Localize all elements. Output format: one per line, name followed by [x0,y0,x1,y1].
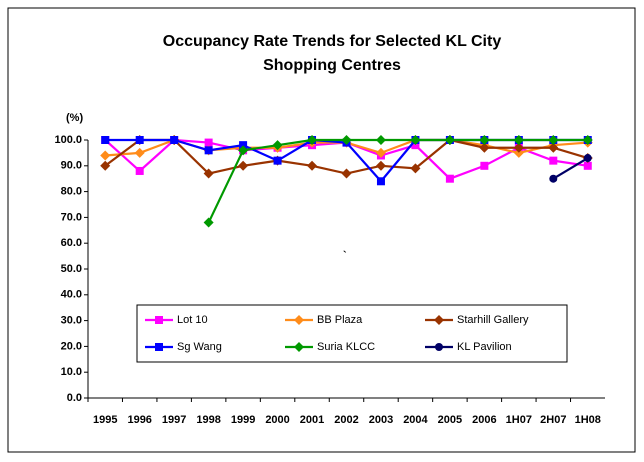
x-tick-label: 2006 [472,414,496,426]
x-tick-label: 1997 [162,414,186,426]
marker [170,136,179,144]
marker [204,146,213,155]
marker [513,147,524,158]
marker [238,160,249,171]
marker [479,135,490,145]
y-tick-label: 90.0 [61,160,82,172]
marker [100,150,111,161]
x-tick-label: 2002 [334,414,358,426]
marker [445,174,454,183]
marker [548,142,559,153]
legend-label: Starhill Gallery [457,314,529,326]
legend-label: Sg Wang [177,341,222,353]
marker [135,136,144,144]
marker [434,315,444,325]
x-tick-label: 1996 [127,414,151,426]
marker [272,140,283,151]
y-tick-label: 0.0 [67,392,82,404]
marker [155,316,163,324]
marker [513,142,524,153]
legend-label: BB Plaza [317,314,363,326]
y-tick-label: 20.0 [61,340,82,352]
marker [307,135,318,145]
marker [375,147,386,158]
x-tick-label: 2000 [265,414,289,426]
x-tick-label: 2005 [438,414,462,426]
marker [341,135,352,145]
marker [583,154,592,163]
marker [480,161,489,170]
marker [583,161,592,170]
y-tick-label: 70.0 [61,211,82,223]
x-tick-label: 2003 [369,414,393,426]
y-tick-label: 30.0 [61,315,82,327]
marker [307,160,318,171]
marker [239,141,248,150]
marker [203,168,214,179]
chart-frame [7,7,636,453]
marker [411,141,420,150]
marker [375,160,386,171]
y-tick-label: 40.0 [61,289,82,301]
x-tick-label: 2H07 [540,414,566,426]
chart-title: Occupancy Rate Trends for Selected KL Ci… [162,33,502,74]
marker [548,135,559,145]
marker [410,135,421,145]
marker [294,342,304,352]
x-tick-label: 2004 [403,414,428,426]
legend-label: Suria KLCC [317,341,375,353]
y-axis-label: (%) [66,112,83,124]
marker [479,142,490,153]
series-line [552,157,589,180]
marker [549,156,558,165]
y-tick-label: 50.0 [61,263,82,275]
x-tick-label: 1H07 [506,414,532,426]
y-tick-label: 60.0 [61,237,82,249]
y-tick-label: 80.0 [61,186,82,198]
series-line [207,138,588,224]
marker [204,138,213,147]
legend-label: Lot 10 [177,314,208,326]
marker [238,145,249,156]
marker [513,135,524,145]
marker [341,168,352,179]
marker [101,136,110,144]
x-tick-label: 1H08 [575,414,601,426]
x-tick-label: 1995 [93,414,117,426]
annotation: ` [343,250,347,262]
x-tick-label: 1999 [231,414,255,426]
x-tick-label: 2001 [300,414,324,426]
marker [273,156,282,165]
legend-label: KL Pavilion [457,341,512,353]
marker [435,343,443,351]
marker [135,166,144,175]
y-tick-label: 100.0 [54,134,82,146]
marker [100,160,111,171]
marker [203,217,214,228]
marker [376,177,385,186]
legend-box [136,304,568,363]
y-tick-label: 10.0 [61,366,82,378]
marker [582,135,593,145]
marker [134,147,145,158]
marker [155,343,163,351]
marker [294,315,304,325]
marker [549,174,558,183]
marker [444,135,455,145]
marker [375,135,386,145]
marker [410,163,421,174]
x-tick-label: 1998 [196,414,220,426]
